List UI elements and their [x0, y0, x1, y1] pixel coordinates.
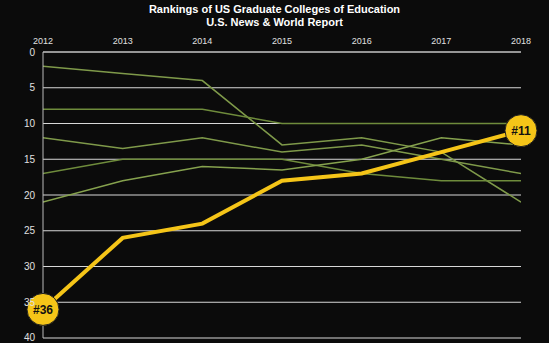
svg-text:2016: 2016: [352, 36, 372, 46]
svg-text:35: 35: [23, 296, 35, 308]
svg-text:40: 40: [24, 332, 36, 343]
svg-text:25: 25: [24, 225, 36, 236]
svg-text:30: 30: [24, 261, 36, 272]
svg-text:2014: 2014: [192, 36, 212, 46]
html-text:U.S. News & World Report: U.S. News & World Report: [206, 16, 343, 28]
svg-text:20: 20: [24, 190, 36, 201]
svg-text:#36: #36: [33, 303, 53, 317]
svg-text:2015: 2015: [272, 36, 292, 46]
svg-text:2018: 2018: [511, 36, 531, 46]
svg-text:#11: #11: [511, 124, 531, 138]
svg-text:5: 5: [29, 82, 35, 93]
svg-text:10: 10: [24, 118, 36, 129]
html-text:Rankings of US Graduate Colleg: Rankings of US Graduate Colleges of Educ…: [148, 3, 401, 15]
svg-text:15: 15: [24, 154, 36, 165]
svg-text:2017: 2017: [431, 36, 451, 46]
svg-text:0: 0: [29, 47, 35, 58]
svg-text:2012: 2012: [33, 36, 53, 46]
svg-text:2013: 2013: [113, 36, 133, 46]
